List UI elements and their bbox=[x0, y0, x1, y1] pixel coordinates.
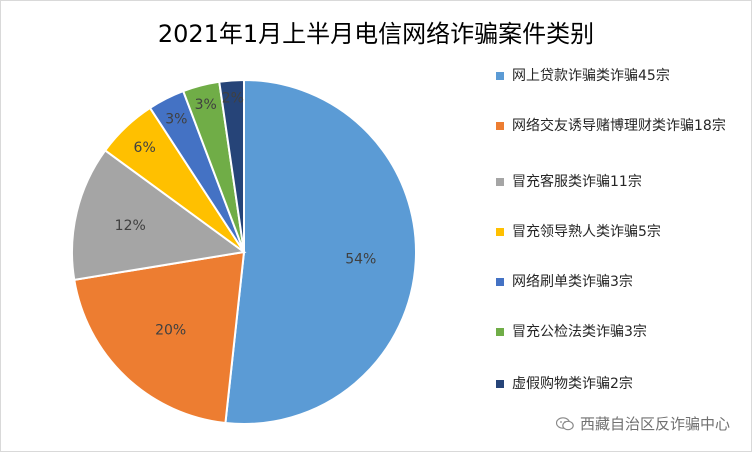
watermark-text: 西藏自治区反诈骗中心 bbox=[579, 415, 730, 433]
slice-percent-label: 12% bbox=[115, 218, 146, 234]
legend-swatch bbox=[496, 122, 504, 130]
legend-swatch bbox=[496, 380, 504, 388]
legend-item: 冒充领导熟人类诈骗5宗 bbox=[496, 222, 736, 243]
wechat-icon bbox=[555, 417, 574, 431]
watermark: 西藏自治区反诈骗中心 bbox=[555, 413, 730, 434]
pie-slice bbox=[218, 78, 245, 253]
legend-swatch bbox=[496, 328, 504, 336]
legend-label: 网络刷单类诈骗3宗 bbox=[512, 274, 633, 290]
legend-label: 虚假购物类诈骗2宗 bbox=[512, 376, 633, 392]
legend-swatch bbox=[496, 228, 504, 236]
legend-item: 虚假购物类诈骗2宗 bbox=[496, 374, 736, 395]
legend-swatch bbox=[496, 178, 504, 186]
legend-item: 网上贷款诈骗类诈骗45宗 bbox=[496, 66, 736, 87]
legend-label: 冒充领导熟人类诈骗5宗 bbox=[512, 224, 661, 240]
slice-percent-label: 2% bbox=[222, 91, 244, 107]
legend-item: 网络刷单类诈骗3宗 bbox=[496, 272, 736, 293]
legend-item: 冒充客服类诈骗11宗 bbox=[496, 172, 736, 193]
slice-percent-label: 54% bbox=[345, 251, 376, 267]
legend-item: 网络交友诱导赌博理财类诈骗18宗 bbox=[496, 116, 736, 137]
legend-label: 网上贷款诈骗类诈骗45宗 bbox=[512, 68, 670, 84]
legend-label: 网络交友诱导赌博理财类诈骗18宗 bbox=[512, 118, 726, 134]
legend-label: 冒充公检法类诈骗3宗 bbox=[512, 324, 647, 340]
pie-slice bbox=[73, 250, 246, 425]
legend-swatch bbox=[496, 72, 504, 80]
chart-title: 2021年1月上半月电信网络诈骗案件类别 bbox=[157, 20, 595, 48]
pie-slice bbox=[224, 78, 417, 425]
legend-swatch bbox=[496, 278, 504, 286]
legend-item: 冒充公检法类诈骗3宗 bbox=[496, 322, 736, 343]
legend-label: 冒充客服类诈骗11宗 bbox=[512, 174, 642, 190]
slice-percent-label: 3% bbox=[165, 112, 187, 128]
slice-percent-label: 3% bbox=[195, 97, 217, 113]
slice-percent-label: 20% bbox=[155, 322, 186, 338]
pie-slice bbox=[71, 149, 247, 281]
slice-percent-label: 6% bbox=[134, 140, 156, 156]
